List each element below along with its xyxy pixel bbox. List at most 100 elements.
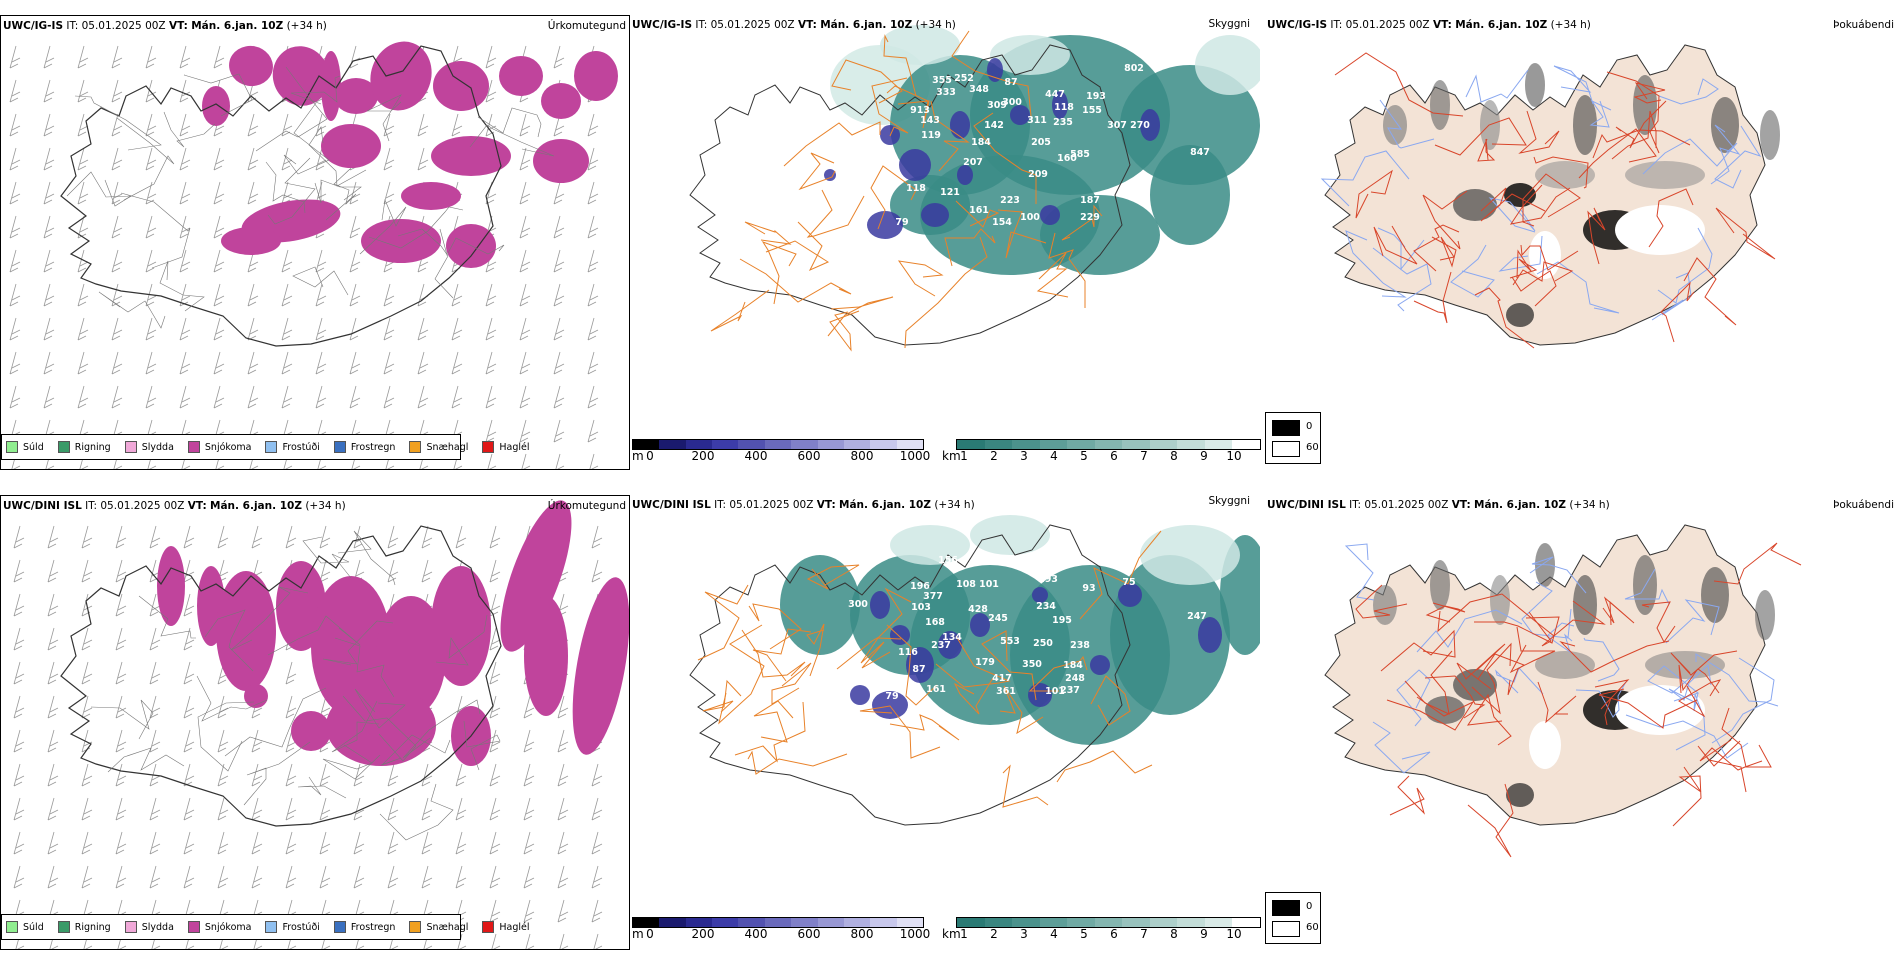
road	[1334, 52, 1464, 117]
wind-barb	[251, 865, 263, 889]
ceiling-tick: 600	[797, 449, 821, 463]
ceiling-value: 161	[926, 684, 946, 695]
wind-barb	[485, 79, 497, 103]
ceiling-value: 213	[1103, 558, 1123, 569]
precip-legend-swatch	[333, 441, 346, 453]
precip-legend-item: Haglél	[482, 441, 530, 453]
road	[1641, 601, 1676, 643]
cloud-area	[987, 58, 1003, 82]
precip-legend-label: Rigning	[74, 921, 111, 933]
wind-barb	[523, 899, 535, 923]
ceiling-value: 847	[1190, 147, 1210, 158]
road	[463, 720, 501, 771]
precip-legend-swatch	[265, 921, 278, 933]
visibility-tick: 4	[1050, 927, 1058, 941]
precip-legend-swatch	[124, 921, 137, 933]
road	[1529, 556, 1587, 594]
wind-barb	[179, 79, 191, 103]
road	[469, 124, 555, 157]
road	[322, 620, 394, 666]
road	[107, 747, 185, 773]
wind-barb	[281, 181, 293, 205]
cloud-area	[1010, 105, 1030, 125]
wind-barb	[451, 351, 463, 375]
ceiling-value: 300	[1002, 97, 1022, 108]
wind-barb	[43, 45, 55, 69]
visibility-areas	[780, 515, 1260, 745]
wind-barb	[13, 559, 25, 583]
wind-barb	[489, 763, 501, 787]
colorbar-step	[685, 440, 713, 449]
road	[1471, 642, 1512, 715]
precip-legend-swatch	[6, 441, 18, 453]
colorbar-step	[1094, 440, 1123, 449]
wind-barb	[387, 559, 399, 583]
snow-area	[541, 83, 581, 119]
wind-barb	[451, 385, 463, 409]
wind-barb	[145, 215, 157, 239]
precip-legend-swatch	[482, 441, 495, 453]
ceiling-value: 361	[996, 686, 1016, 697]
cloud-area	[1118, 583, 1142, 607]
road	[1422, 190, 1468, 250]
ceiling-areas	[850, 583, 1222, 719]
wind-barb	[183, 797, 195, 821]
road	[1583, 637, 1620, 682]
road	[120, 192, 191, 269]
road	[1386, 696, 1475, 731]
wind-barb	[149, 831, 161, 855]
ceiling-value: 355	[932, 75, 952, 86]
cloud-area	[850, 685, 870, 705]
precip-legend-item: Frostúði	[265, 441, 320, 453]
colorbar-step	[685, 918, 713, 927]
road	[1344, 543, 1375, 601]
colorbar-step	[1067, 440, 1095, 449]
road	[831, 59, 903, 104]
fog-cell	[1701, 567, 1729, 623]
snow-area	[361, 219, 441, 263]
road	[697, 584, 749, 661]
ceiling-value: 154	[992, 217, 1012, 228]
wind-barb	[213, 351, 225, 375]
wind-barb	[13, 831, 25, 855]
wind-barb	[587, 147, 599, 171]
wind-barb	[43, 215, 55, 239]
cloud-area	[1040, 205, 1060, 225]
cloud-area	[957, 165, 973, 185]
wind-barb	[145, 147, 157, 171]
visibility-tick: 7	[1140, 927, 1148, 941]
wind-barb	[349, 181, 361, 205]
wind-barb	[553, 317, 565, 341]
fog-cell	[1430, 80, 1450, 130]
ceiling-value: 250	[1033, 638, 1053, 649]
ceiling-value: 184	[1063, 660, 1083, 671]
wind-barb	[523, 865, 535, 889]
wind-barb	[519, 419, 531, 443]
iceland-land	[1324, 44, 1766, 346]
wind-barb	[455, 831, 467, 855]
visibility-tick: 8	[1170, 449, 1178, 463]
road	[871, 77, 909, 137]
wind-barb	[81, 627, 93, 651]
wind-barb	[387, 525, 399, 549]
panel-header: UWC/IG-IS IT: 05.01.2025 00Z VT: Mán. 6.…	[1267, 19, 1591, 31]
precip-legend-item: Frostregn	[333, 441, 395, 453]
ceiling-value: 205	[1031, 137, 1051, 148]
colorbar-step	[1204, 440, 1233, 449]
ceiling-value: 447	[1045, 89, 1065, 100]
ceiling-value: 237	[931, 640, 951, 651]
colorbar-step	[738, 918, 765, 927]
ceiling-value: 802	[1124, 63, 1144, 74]
wind-barb	[587, 385, 599, 409]
cloud-area	[880, 25, 960, 65]
wind-barb	[383, 317, 395, 341]
road	[1355, 169, 1393, 219]
road	[379, 783, 454, 841]
wind-barb	[485, 385, 497, 409]
precip-legend-label: Súld	[23, 441, 44, 453]
colorbar-step	[1039, 440, 1068, 449]
ceiling-value: 235	[1053, 117, 1073, 128]
wind-barb	[111, 351, 123, 375]
wind-barb	[47, 865, 59, 889]
ceiling-value: 118	[906, 183, 926, 194]
